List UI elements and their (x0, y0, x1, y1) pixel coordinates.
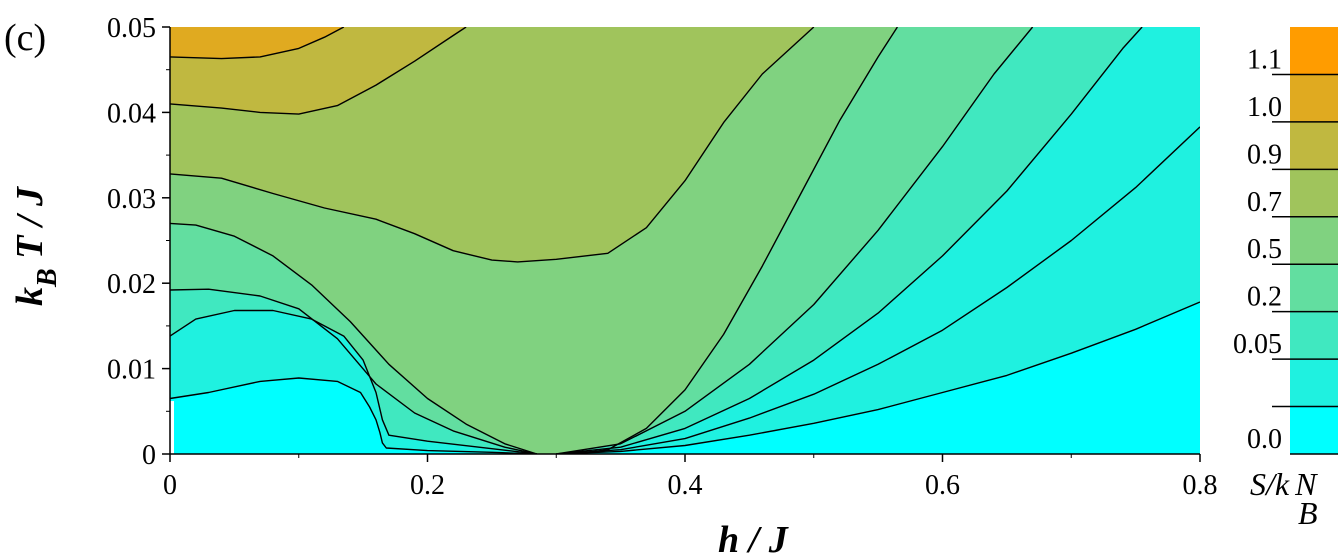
contour-line-R4 (556, 126, 1200, 454)
colorbar-band (1290, 264, 1338, 313)
contour-line-L1 (169, 377, 537, 454)
colorbar-label: S/k N (1250, 466, 1318, 502)
y-axis-label-main: k (9, 287, 51, 306)
x-tick-label: 0 (163, 470, 177, 501)
y-tick-label: 0.01 (107, 355, 156, 386)
colorbar-band (1290, 359, 1338, 408)
contour-line-R3 (556, 27, 1143, 454)
x-tick-label: 0.4 (668, 470, 703, 501)
contour-line-R2 (556, 27, 1034, 454)
x-axis-label-rest: / J (739, 519, 789, 560)
contour-line-L5 (169, 27, 815, 263)
colorbar-tick-label: 0.2 (1247, 282, 1282, 313)
colorbar-band (1290, 74, 1338, 123)
colorbar-band (1290, 27, 1338, 75)
colorbar-band (1290, 406, 1338, 455)
y-tick-label: 0 (142, 440, 156, 471)
colorbar-tick-label: 1.1 (1247, 44, 1282, 75)
y-axis-label-group: kB T / J (9, 186, 63, 306)
colorbar-band (1290, 121, 1338, 170)
colorbar: 0.0 0.05 0.2 0.5 0.7 0.9 1.0 1.1 (1233, 27, 1338, 455)
colorbar-tick-label: 0.05 (1233, 329, 1282, 360)
y-tick-label: 0.04 (107, 98, 156, 129)
contour-line-L3 (169, 288, 538, 454)
contour-line-L6 (169, 27, 467, 115)
y-tick-label: 0.03 (107, 184, 156, 215)
x-axis-label: h / J (718, 519, 789, 560)
contour-lines (169, 27, 1200, 454)
contour-line-L7 (169, 27, 345, 60)
colorbar-band (1290, 169, 1338, 218)
x-tick-label: 0.8 (1183, 470, 1218, 501)
colorbar-tick-label: 0.7 (1247, 187, 1282, 218)
y-axis-label-rest: T / J (9, 186, 51, 268)
x-tick-label: 0.6 (925, 470, 960, 501)
contour-line-R5 (556, 301, 1200, 454)
contour-line-L2 (169, 309, 537, 454)
colorbar-label-sub: B (1298, 495, 1318, 531)
axes: 0 0.2 0.4 0.6 0.8 0 0.01 0.02 0.03 0.04 0.05 (107, 13, 1218, 501)
colorbar-tick-label: 0.0 (1247, 424, 1282, 455)
colorbar-label-rest: N (1294, 466, 1318, 502)
contour-line-R1 (575, 27, 898, 454)
colorbar-tick-label: 0.9 (1247, 139, 1282, 170)
panel-label: (c) (4, 17, 46, 59)
y-tick-label: 0.05 (107, 13, 156, 44)
x-tick-label: 0.2 (410, 470, 445, 501)
colorbar-band (1290, 311, 1338, 360)
y-axis-label: kB T / J (9, 186, 63, 306)
colorbar-tick-label: 0.5 (1247, 234, 1282, 265)
edge-notch (168, 401, 174, 454)
y-tick-label: 0.02 (107, 269, 156, 300)
colorbar-band (1290, 216, 1338, 265)
x-axis-label-main: h (718, 519, 739, 560)
colorbar-tick-label: 1.0 (1247, 92, 1282, 123)
y-axis-label-sub: B (32, 268, 63, 288)
colorbar-label-main: S/k (1250, 466, 1290, 502)
contour-line-L4 (169, 222, 538, 454)
